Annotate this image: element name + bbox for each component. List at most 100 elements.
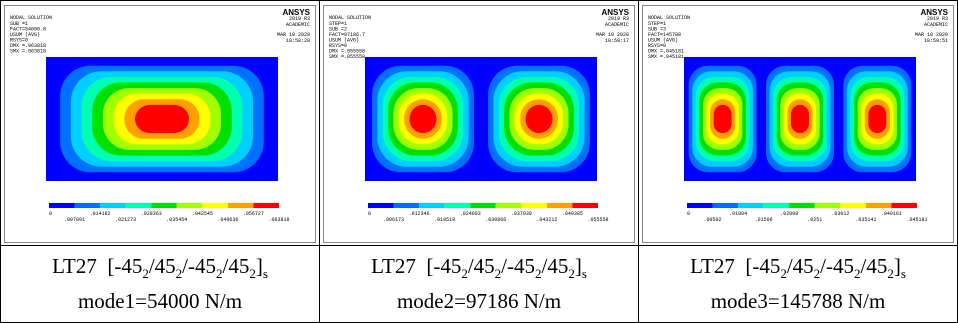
- mode-label: mode1=54000 N/m: [1, 288, 319, 315]
- legend-swatch: [368, 203, 394, 208]
- contour-band: [525, 105, 552, 133]
- caption-cell: LT27 [-452/452/-452/452]smode3=145788 N/…: [639, 246, 958, 323]
- mode-label: mode2=97186 N/m: [320, 288, 638, 315]
- legend-swatch: [228, 203, 254, 208]
- legend-label: .028363: [141, 211, 162, 217]
- layup-part: ]: [894, 254, 901, 278]
- legend-label: .055558: [587, 217, 608, 223]
- legend-label: .043212: [536, 217, 557, 223]
- license: ACADEMIC: [605, 22, 629, 28]
- legend-label: .00502: [704, 217, 722, 223]
- layup-part: /-45: [182, 254, 216, 278]
- layup-part: s: [263, 267, 268, 282]
- legend-label: .040161: [881, 211, 902, 217]
- legend-swatch: [151, 203, 177, 208]
- legend-label: .030866: [485, 217, 506, 223]
- legend-label: .02008: [780, 211, 798, 217]
- plot-info: SMX =.055558: [329, 54, 365, 60]
- legend-label: .006173: [383, 217, 404, 223]
- legend-swatch: [126, 203, 152, 208]
- layup-part: s: [901, 267, 906, 282]
- legend-label: .049385: [562, 211, 583, 217]
- legend-swatch: [572, 203, 598, 208]
- legend-label: .014182: [90, 211, 111, 217]
- layup-part: s: [582, 267, 587, 282]
- layup-part: [-45: [745, 254, 780, 278]
- legend-label: .018519: [434, 217, 455, 223]
- layup-part: ]: [256, 254, 263, 278]
- legend-label: .035454: [166, 217, 187, 223]
- legend-label: .0251: [807, 217, 822, 223]
- legend-swatch: [840, 203, 866, 208]
- legend-swatch: [764, 203, 790, 208]
- layup-part: /-45: [820, 254, 854, 278]
- legend-label: .063818: [268, 217, 289, 223]
- layup-part: /45: [149, 254, 176, 278]
- legend-label: .042545: [192, 211, 213, 217]
- contour-band: [409, 105, 436, 133]
- legend-label: .03012: [831, 211, 849, 217]
- legend-swatch: [521, 203, 547, 208]
- license: ACADEMIC: [924, 22, 948, 28]
- laminate-label: LT27: [690, 254, 735, 278]
- laminate-label: LT27: [371, 254, 416, 278]
- layup-part: /45: [468, 254, 495, 278]
- legend-swatch: [815, 203, 841, 208]
- layup-part: /45: [542, 254, 569, 278]
- legend-swatch: [891, 203, 917, 208]
- figure-table: NODAL SOLUTIONSUB =1FACT=54000.8USUM (AV…: [0, 0, 958, 323]
- legend-swatch: [738, 203, 764, 208]
- legend-label: 0: [49, 211, 52, 217]
- contour-band: [135, 105, 189, 133]
- legend-label: .037039: [511, 211, 532, 217]
- time: 10:59:51: [924, 38, 948, 44]
- legend-label: .01004: [729, 211, 747, 217]
- caption-line: LT27 [-452/452/-452/452]s: [639, 253, 957, 287]
- contour-band: [714, 105, 732, 133]
- legend-label: .021273: [115, 217, 136, 223]
- caption-line: LT27 [-452/452/-452/452]s: [1, 253, 319, 287]
- license: ACADEMIC: [286, 22, 310, 28]
- caption-line: LT27 [-452/452/-452/452]s: [320, 253, 638, 287]
- layup-part: [-45: [426, 254, 461, 278]
- legend-swatch: [394, 203, 420, 208]
- contour-band: [791, 105, 809, 133]
- plot-info: SMX =.063818: [10, 49, 46, 55]
- legend-swatch: [419, 203, 445, 208]
- legend-swatch: [496, 203, 522, 208]
- legend-label: .01506: [755, 217, 773, 223]
- legend-label: .049636: [217, 217, 238, 223]
- legend-swatch: [100, 203, 126, 208]
- legend-label: .007091: [64, 217, 85, 223]
- legend-label: 0: [368, 211, 371, 217]
- legend-swatch: [687, 203, 713, 208]
- legend-swatch: [866, 203, 892, 208]
- layup-part: /45: [223, 254, 250, 278]
- legend-swatch: [75, 203, 101, 208]
- layup-part: /-45: [501, 254, 535, 278]
- legend-label: .024693: [460, 211, 481, 217]
- plot-info: SMX =.045181: [648, 54, 684, 60]
- laminate-label: LT27: [52, 254, 97, 278]
- legend-label: .035141: [855, 217, 876, 223]
- layup-part: [-45: [107, 254, 142, 278]
- layup-part: /45: [787, 254, 814, 278]
- legend-label: .045181: [906, 217, 927, 223]
- legend-swatch: [253, 203, 279, 208]
- legend-swatch: [445, 203, 471, 208]
- legend-swatch: [177, 203, 203, 208]
- layup-part: /45: [861, 254, 888, 278]
- legend-swatch: [49, 203, 75, 208]
- time: 10:58:28: [286, 38, 310, 44]
- legend-swatch: [713, 203, 739, 208]
- legend-swatch: [547, 203, 573, 208]
- legend-swatch: [202, 203, 228, 208]
